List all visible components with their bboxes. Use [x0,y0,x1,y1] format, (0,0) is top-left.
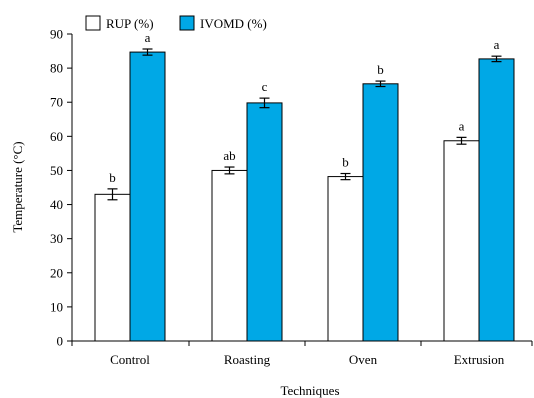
y-tick-label: 70 [50,95,63,110]
legend-label-ivomd: IVOMD (%) [200,16,267,31]
x-tick-label: Oven [349,352,378,367]
significance-label: ab [223,148,235,163]
significance-label: a [145,30,151,45]
x-axis: Control Roasting Oven Extrusion [71,340,533,367]
y-tick-label: 50 [50,163,63,178]
x-tick-label: Control [110,352,150,367]
error-bar [224,166,235,175]
bars: b ab b a a c b a [94,30,515,342]
significance-label: b [109,170,116,185]
bar-ivomd-oven [362,83,399,342]
y-axis: 0 10 20 30 40 50 60 70 80 90 [50,27,73,349]
y-axis-title: Temperature (°C) [10,141,25,232]
legend-swatch-rup [85,15,101,31]
x-tick-label: Roasting [224,352,271,367]
significance-label: a [459,118,465,133]
significance-label: b [342,155,349,170]
y-tick-label: 90 [50,27,63,42]
significance-label: c [262,79,268,94]
significance-label: a [494,37,500,52]
bar-rup-oven [327,176,364,342]
bar-ivomd-control [129,51,166,342]
legend-label-rup: RUP (%) [106,16,154,31]
legend-swatch-ivomd [179,15,195,31]
x-axis-title: Techniques [280,383,339,398]
error-bar [259,97,270,109]
bar-rup-control [94,193,131,342]
x-tick-label: Extrusion [454,352,505,367]
bar-rup-extrusion [443,140,480,342]
y-tick-label: 0 [57,334,64,349]
legend: RUP (%) IVOMD (%) [85,15,267,31]
y-tick-label: 20 [50,265,63,280]
error-bar [491,55,502,63]
y-tick-label: 40 [50,197,63,212]
bar-ivomd-roasting [246,102,283,342]
error-bar [107,188,118,201]
bar-rup-roasting [211,169,248,342]
bar-ivomd-extrusion [478,58,515,342]
error-bar [340,172,351,181]
y-tick-label: 60 [50,129,63,144]
error-bar [142,48,153,56]
error-bar [456,136,467,145]
error-bar [375,80,386,88]
y-tick-label: 30 [50,231,63,246]
y-tick-label: 80 [50,61,63,76]
significance-label: b [377,62,384,77]
y-tick-label: 10 [50,299,63,314]
